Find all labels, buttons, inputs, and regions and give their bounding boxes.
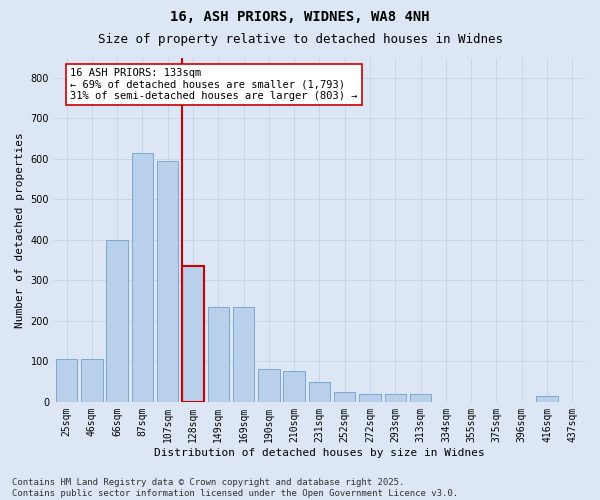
Bar [359,394,381,402]
Bar [182,266,204,402]
Bar [410,394,431,402]
Text: Size of property relative to detached houses in Widnes: Size of property relative to detached ho… [97,32,503,46]
Text: Contains HM Land Registry data © Crown copyright and database right 2025.
Contai: Contains HM Land Registry data © Crown c… [12,478,458,498]
Text: 16 ASH PRIORS: 133sqm
← 69% of detached houses are smaller (1,793)
31% of semi-d: 16 ASH PRIORS: 133sqm ← 69% of detached … [70,68,358,101]
Bar [334,392,355,402]
Bar [208,306,229,402]
Bar [157,161,178,402]
Bar [309,382,330,402]
X-axis label: Distribution of detached houses by size in Widnes: Distribution of detached houses by size … [154,448,485,458]
Text: 16, ASH PRIORS, WIDNES, WA8 4NH: 16, ASH PRIORS, WIDNES, WA8 4NH [170,10,430,24]
Bar [283,372,305,402]
Bar [131,152,153,402]
Bar [536,396,558,402]
Bar [385,394,406,402]
Bar [81,360,103,402]
Y-axis label: Number of detached properties: Number of detached properties [15,132,25,328]
Bar [106,240,128,402]
Bar [56,360,77,402]
Bar [258,370,280,402]
Bar [233,306,254,402]
